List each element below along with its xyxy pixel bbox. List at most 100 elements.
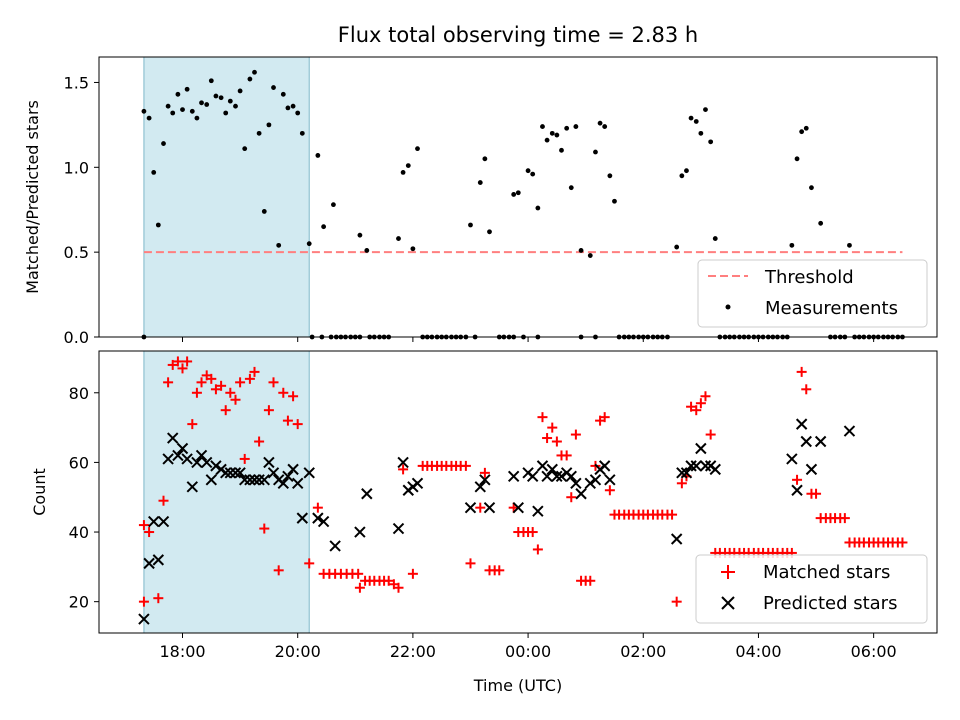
x-stroke-b: [181, 453, 193, 465]
predicted-star-point: [143, 557, 155, 570]
measurement-point: [233, 103, 238, 109]
predicted-star-point: [248, 474, 261, 486]
measurement-point: [511, 192, 517, 197]
x-stroke-b: [800, 435, 812, 448]
measurement-point: [535, 205, 541, 211]
x-tick-label: 20:00: [275, 642, 321, 661]
x-stroke-b: [296, 512, 309, 524]
measurement-point: [199, 100, 204, 106]
measurement-point: [847, 242, 852, 248]
x-stroke-b: [176, 442, 189, 455]
measurement-point: [276, 242, 282, 248]
x-stroke-b: [239, 474, 251, 486]
measurement-point: [227, 98, 233, 104]
matched-star-point: [235, 377, 246, 388]
matched-star-point: [566, 492, 577, 503]
predicted-star-point: [167, 432, 179, 444]
measurement-point: [315, 153, 321, 158]
x-stroke-b: [397, 456, 409, 469]
x-stroke-b: [248, 474, 261, 486]
measurement-point: [357, 232, 363, 238]
x-stroke-b: [234, 467, 246, 479]
measurement-point: [218, 95, 224, 101]
measurement-point: [151, 169, 157, 175]
measurement-point: [400, 169, 406, 175]
x-stroke-b: [220, 467, 232, 479]
count-y-tick-label: 40: [69, 523, 89, 542]
measurement-point: [280, 91, 286, 97]
measurement-point: [396, 236, 401, 241]
measurement-point: [693, 119, 699, 124]
measurement-point: [204, 102, 210, 107]
matched-star-point: [312, 502, 323, 513]
threshold-legend-label: Threshold: [764, 267, 854, 288]
matched-star-point: [182, 356, 193, 367]
x-tick-label: 06:00: [851, 642, 897, 661]
x-stroke-b: [680, 467, 693, 479]
matched-legend-label: Matched stars: [763, 562, 890, 583]
measurement-point: [540, 124, 545, 129]
x-stroke-b: [551, 470, 563, 483]
count-panel-frame: [98, 350, 938, 634]
measurement-point: [789, 242, 795, 248]
measurement-point: [364, 248, 370, 253]
x-stroke-b: [474, 481, 486, 493]
predicted-star-point: [479, 474, 491, 486]
matched-legend-marker: [721, 565, 735, 579]
predicted-legend-marker: [721, 596, 735, 610]
predicted-star-point: [411, 477, 424, 490]
matched-star-point: [138, 520, 149, 531]
matched-star-point: [494, 565, 505, 576]
legend-box: [697, 259, 928, 328]
predicted-star-point: [172, 449, 184, 462]
predicted-star-point: [138, 613, 150, 625]
predicted-star-point: [709, 463, 721, 476]
x-stroke-b: [512, 501, 524, 514]
matched-star-point: [398, 464, 409, 475]
matched-star-point: [705, 429, 716, 440]
matched-star-point: [144, 527, 155, 538]
predicted-star-point: [800, 435, 812, 448]
predicted-star-point: [267, 467, 280, 479]
x-stroke-b: [167, 432, 179, 444]
predicted-star-point: [507, 470, 520, 483]
x-stroke-b: [392, 522, 405, 535]
predicted-star-point: [464, 501, 477, 514]
predicted-star-point: [361, 488, 373, 500]
predicted-star-point: [526, 470, 539, 483]
x-stroke-b: [685, 460, 697, 472]
matched-star-point: [254, 436, 265, 447]
predicted-star-point: [210, 460, 222, 472]
chart-title: Flux total observing time = 2.83 h: [338, 23, 698, 47]
x-stroke-b: [191, 456, 203, 469]
x-stroke-b: [411, 477, 424, 490]
x-stroke-b: [598, 460, 611, 472]
measurement-legend-marker: [725, 304, 731, 310]
measurement-point: [568, 185, 574, 191]
matched-star-point: [273, 565, 284, 576]
highlight-span: [143, 56, 310, 338]
predicted-star-point: [786, 453, 798, 465]
matched-star-point: [172, 356, 183, 367]
measurement-point: [194, 115, 200, 121]
matched-star-point: [225, 387, 236, 398]
measurement-point: [155, 222, 161, 228]
matched-star-point: [206, 373, 217, 384]
measurement-point: [482, 156, 488, 162]
x-stroke-b: [312, 512, 324, 524]
x-stroke-b: [805, 463, 818, 476]
predicted-star-point: [604, 474, 616, 486]
ratio-y-tick-label: 0.5: [64, 243, 89, 262]
measurement-point: [597, 120, 603, 126]
predicted-star-point: [690, 460, 702, 472]
predicted-star-point: [676, 467, 688, 479]
measurement-point: [247, 76, 253, 82]
predicted-star-point: [483, 501, 496, 514]
predicted-star-point: [555, 470, 568, 483]
matched-star-point: [796, 366, 807, 377]
predicted-star-point: [303, 467, 315, 479]
x-stroke-b: [267, 467, 280, 479]
measurement-point: [688, 115, 694, 121]
x-stroke-b: [555, 470, 568, 483]
matched-star-point: [288, 391, 299, 402]
